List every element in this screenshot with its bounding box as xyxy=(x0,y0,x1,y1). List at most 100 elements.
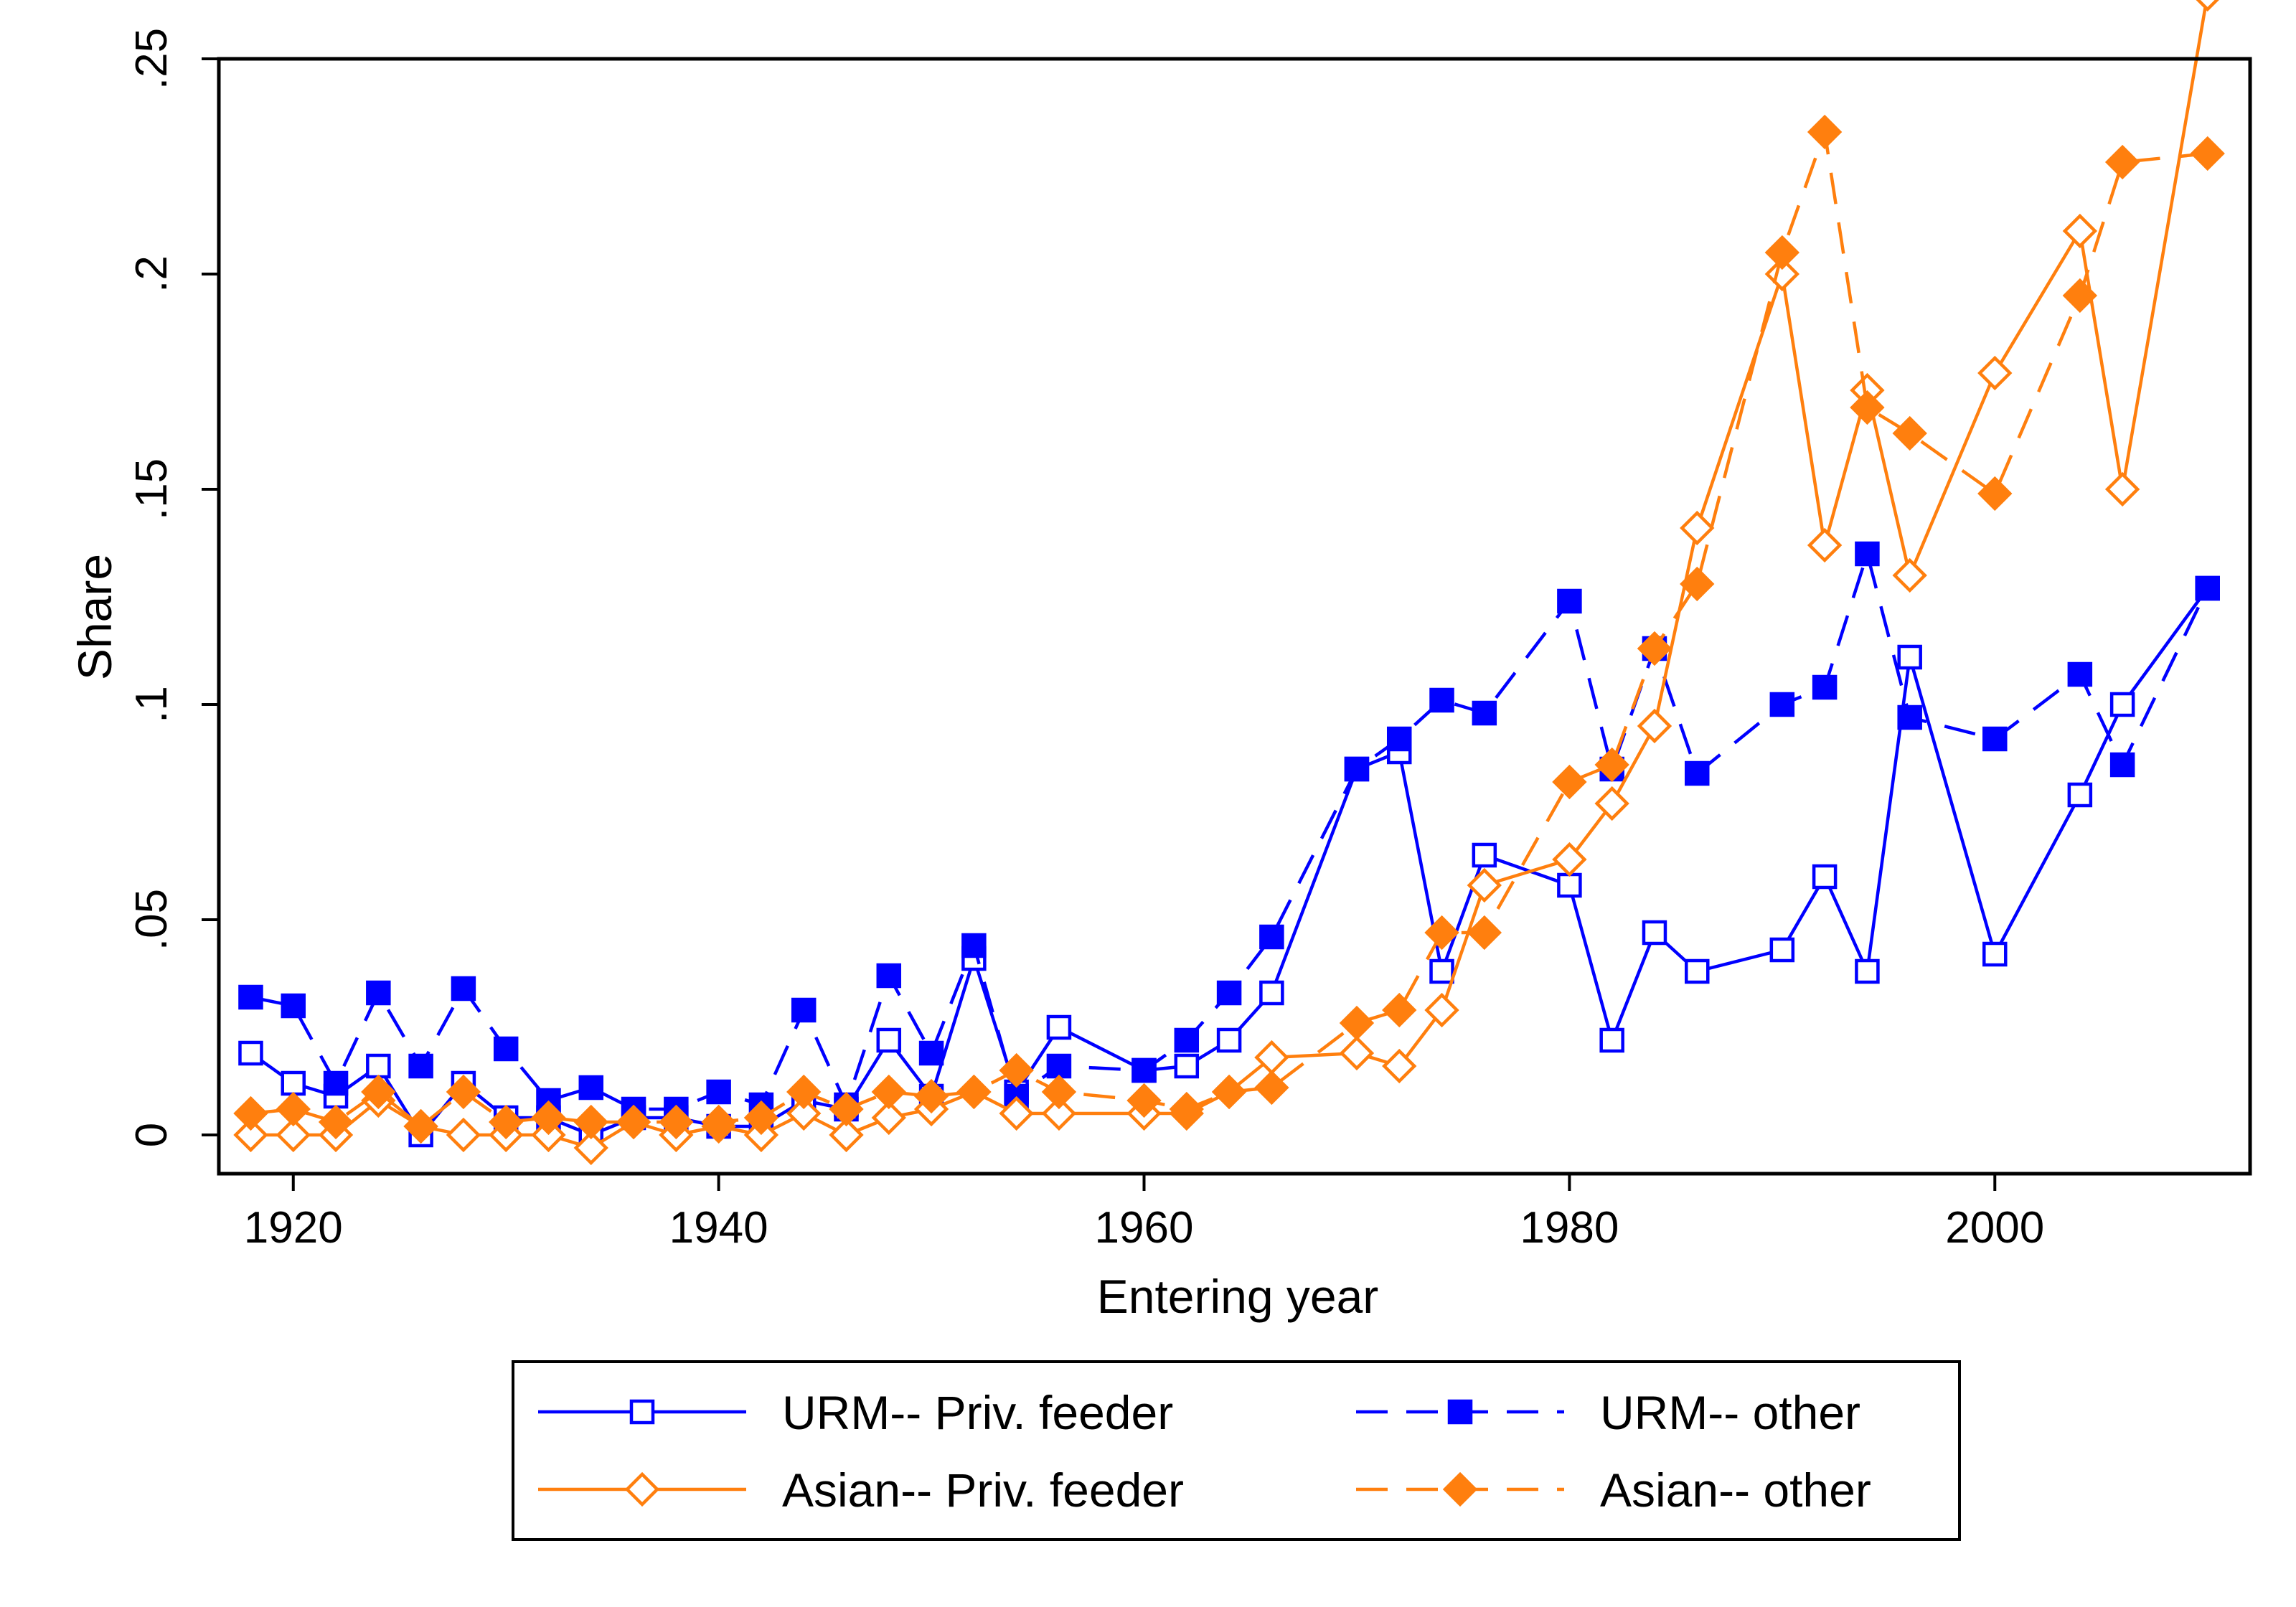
x-axis-title: Entering year xyxy=(1097,1270,1379,1323)
data-point xyxy=(871,1100,906,1136)
data-point xyxy=(238,1040,263,1066)
data-point xyxy=(786,1095,822,1131)
data-point xyxy=(1557,872,1582,898)
plot-frame xyxy=(217,57,2252,1176)
series-line xyxy=(250,552,2209,1111)
data-point xyxy=(1982,726,2008,752)
y-tick-label: 0 xyxy=(127,1123,177,1147)
data-point xyxy=(366,1053,391,1079)
data-point xyxy=(871,1074,906,1110)
data-point xyxy=(1977,355,2013,391)
legend-swatch-marker xyxy=(624,1471,660,1507)
data-point xyxy=(318,1104,354,1140)
data-point xyxy=(493,1036,519,1062)
data-point xyxy=(1254,1070,1289,1106)
y-tick-label: .1 xyxy=(127,686,177,723)
data-point xyxy=(1642,920,1667,946)
data-point xyxy=(1599,1027,1624,1053)
data-point xyxy=(1892,557,1927,593)
data-point xyxy=(233,1095,268,1131)
data-point xyxy=(1169,1091,1204,1127)
data-point xyxy=(1126,1083,1162,1118)
series-line xyxy=(250,130,2208,1128)
legend-label: Asian-- other xyxy=(1600,1464,1871,1517)
data-point xyxy=(451,976,476,1002)
data-point xyxy=(1046,1053,1072,1079)
data-point xyxy=(701,1104,736,1140)
data-point xyxy=(1812,864,1838,890)
data-point xyxy=(281,993,306,1019)
data-point xyxy=(1685,760,1710,786)
series-line xyxy=(250,0,2208,1150)
legend-item: Asian-- Priv. feeder xyxy=(538,1464,1184,1517)
data-point xyxy=(1552,764,1587,800)
data-point xyxy=(1812,674,1838,700)
data-point xyxy=(1424,992,1459,1028)
legend-swatch-marker xyxy=(1442,1471,1478,1507)
data-point xyxy=(1855,541,1880,567)
data-point xyxy=(961,933,987,958)
data-point xyxy=(1897,704,1922,730)
data-point xyxy=(1764,235,1800,270)
data-point xyxy=(276,1117,311,1153)
legend-swatch-marker xyxy=(629,1399,655,1425)
data-point xyxy=(1216,980,1242,1006)
data-point xyxy=(1339,1005,1375,1041)
y-tick-label: .25 xyxy=(127,28,177,90)
data-point xyxy=(1552,842,1587,877)
data-point xyxy=(1680,566,1715,602)
data-point xyxy=(1041,1074,1077,1110)
data-point xyxy=(1467,915,1502,951)
data-point xyxy=(786,1074,822,1110)
data-point xyxy=(2109,692,2135,717)
data-point xyxy=(1382,992,1417,1028)
data-point xyxy=(361,1074,396,1110)
data-point xyxy=(876,963,902,989)
y-tick-label: .05 xyxy=(127,889,177,951)
data-point xyxy=(403,1108,438,1144)
data-point xyxy=(2104,144,2140,180)
x-axis: 1920 1940 1960 1980 2000 xyxy=(244,1174,2044,1253)
data-point xyxy=(1041,1095,1077,1131)
data-point xyxy=(366,980,391,1006)
data-point xyxy=(323,1070,349,1096)
data-point xyxy=(2104,471,2140,507)
data-point xyxy=(573,1130,608,1166)
data-point xyxy=(489,1104,524,1140)
data-point xyxy=(1769,937,1795,963)
data-point xyxy=(2062,278,2098,314)
series-layer xyxy=(233,0,2225,1166)
legend-item: URM-- Priv. feeder xyxy=(538,1386,1173,1439)
data-point xyxy=(876,1027,902,1053)
x-tick-label: 2000 xyxy=(1945,1203,2044,1253)
data-point xyxy=(829,1117,864,1153)
legend-item: Asian-- other xyxy=(1356,1464,1871,1517)
data-point xyxy=(1850,390,1885,425)
data-point xyxy=(999,1095,1034,1131)
data-point xyxy=(1339,1035,1375,1071)
data-point xyxy=(1769,692,1795,717)
data-point xyxy=(573,1104,608,1140)
data-point xyxy=(1429,687,1454,713)
data-point xyxy=(706,1079,731,1105)
series-line xyxy=(250,587,2209,1137)
data-point xyxy=(913,1078,949,1114)
y-axis-title: Share xyxy=(68,554,121,680)
data-point xyxy=(1386,726,1412,752)
data-point xyxy=(659,1104,694,1140)
data-point xyxy=(1637,708,1672,744)
data-point xyxy=(578,1075,604,1101)
data-point xyxy=(1680,510,1715,546)
data-point xyxy=(1131,1057,1157,1083)
data-point xyxy=(1467,867,1502,903)
data-point xyxy=(2196,0,2219,12)
data-point xyxy=(1685,958,1710,984)
data-point xyxy=(1216,1027,1242,1053)
series-3 xyxy=(233,114,2225,1144)
data-point xyxy=(1897,644,1922,670)
data-point xyxy=(1982,941,2008,967)
data-point xyxy=(1259,924,1284,950)
legend-label: URM-- Priv. feeder xyxy=(782,1386,1173,1439)
data-point xyxy=(1424,915,1459,951)
data-point xyxy=(2190,136,2225,171)
